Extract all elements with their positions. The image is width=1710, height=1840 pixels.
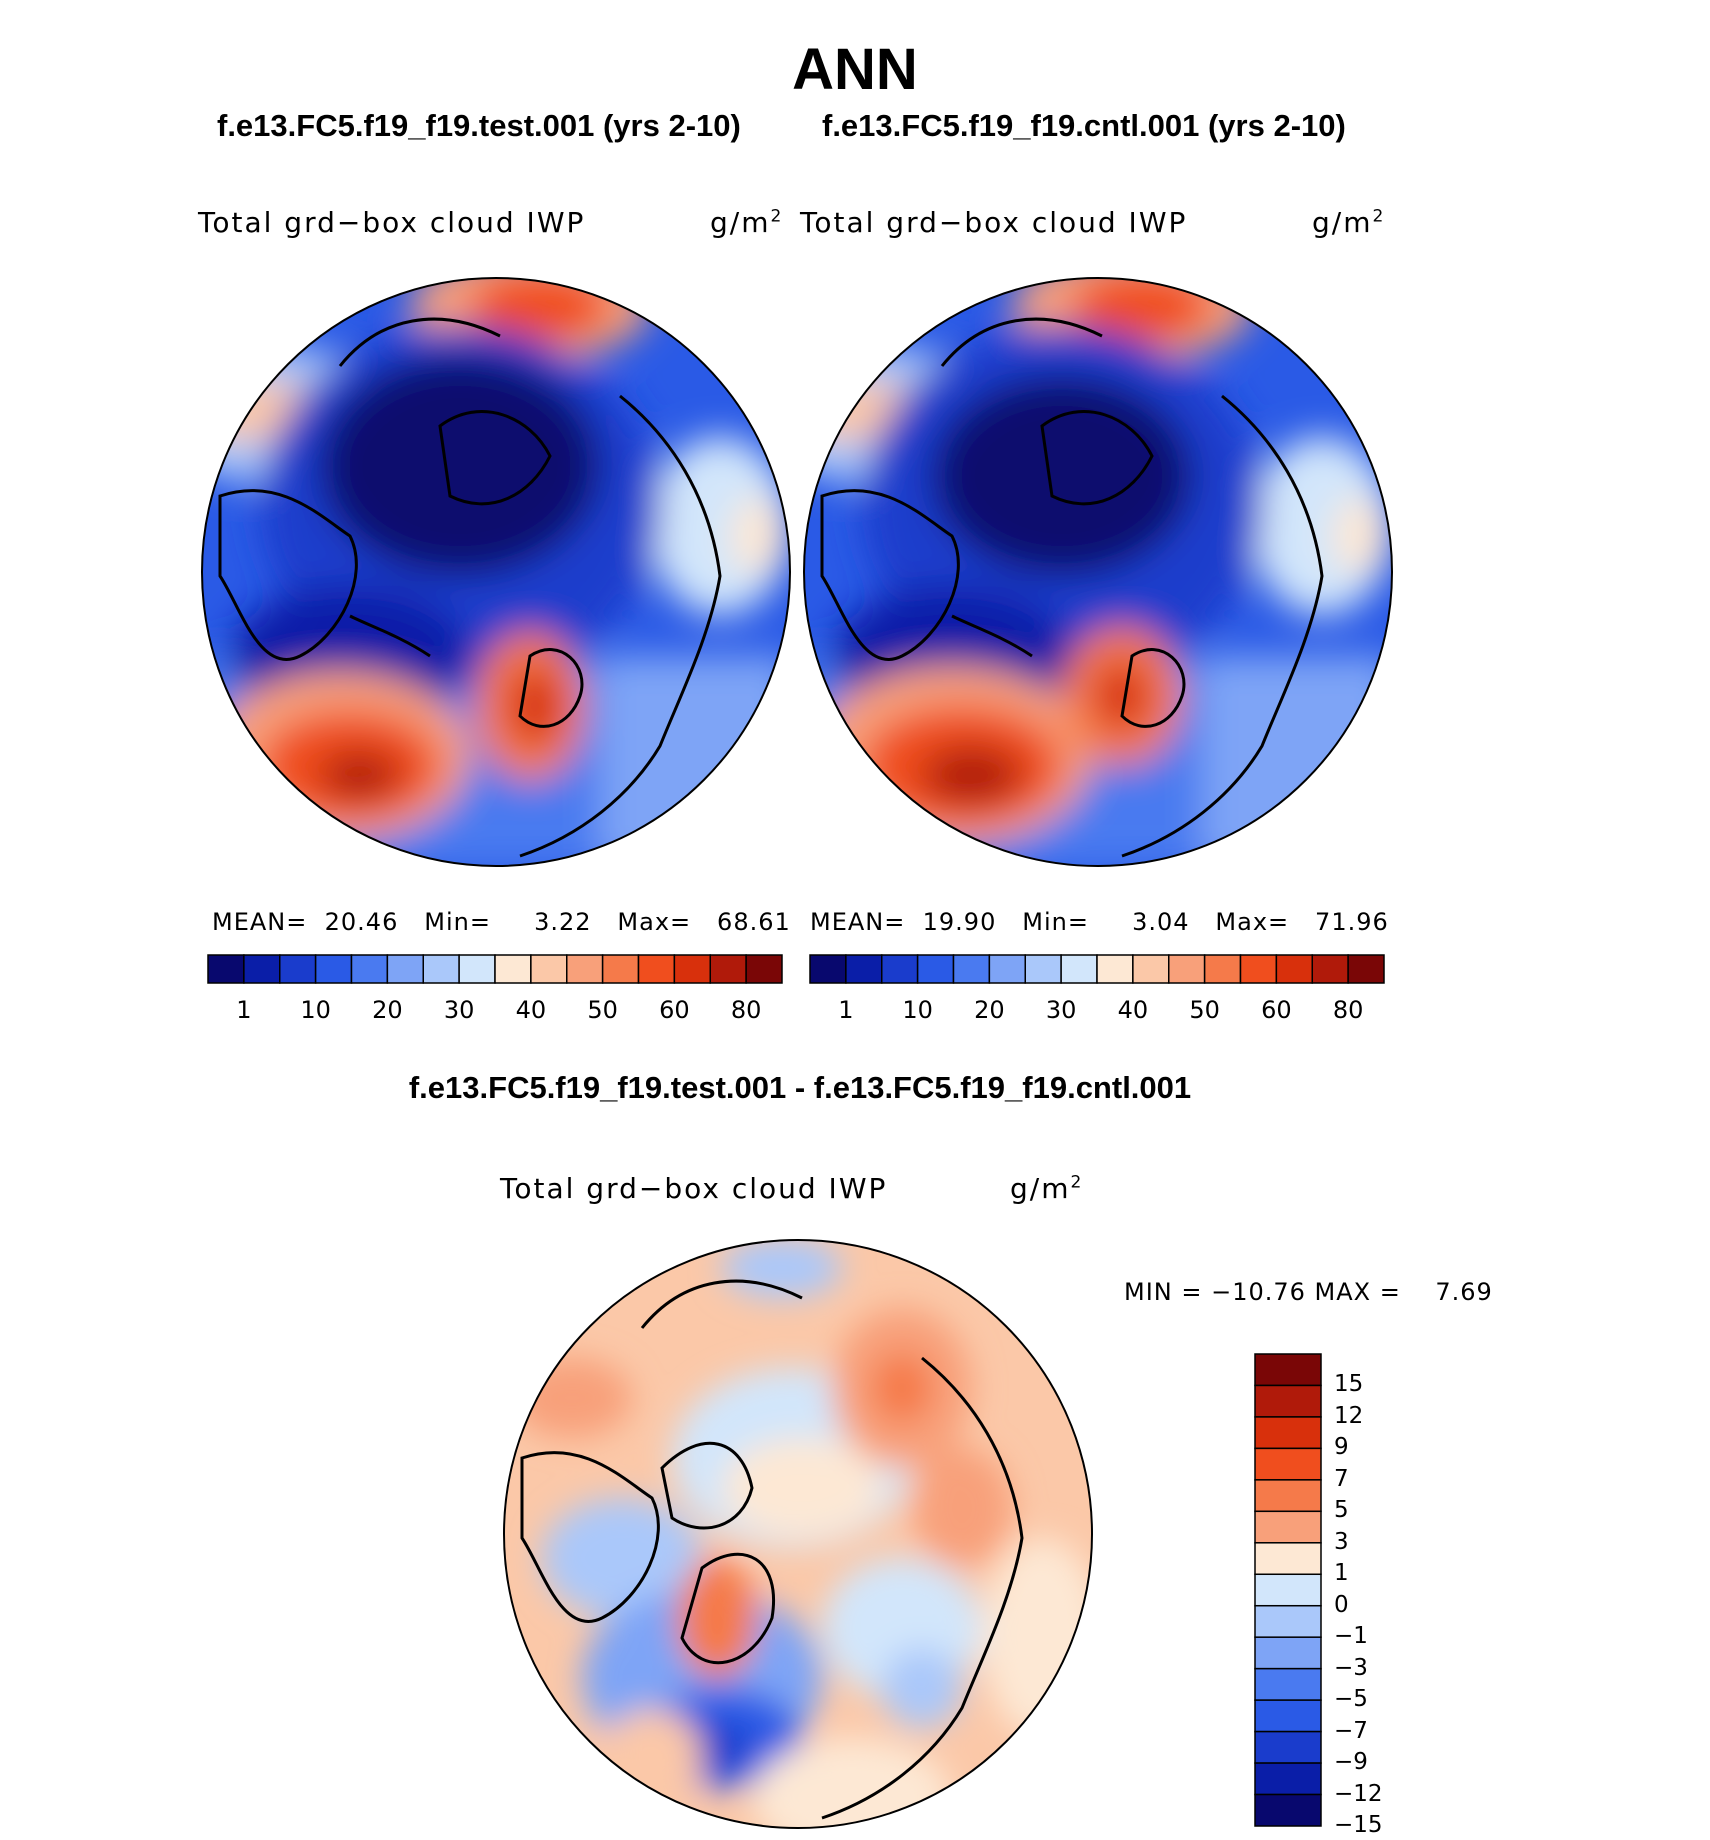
difference-colorbar-tick-label: 1 [1334, 1560, 1349, 1587]
control-colorbar-tick-label: 50 [1189, 996, 1220, 1024]
difference-colorbar-swatch [1254, 1447, 1322, 1481]
difference-colorbar-tick-label: −15 [1334, 1812, 1383, 1838]
difference-colorbar-tick-label: 5 [1334, 1497, 1349, 1524]
difference-colorbar-tick-label: 12 [1334, 1402, 1364, 1429]
test-variable-label: Total grd−box cloud IWP [198, 206, 586, 239]
control-colorbar-swatch [1347, 954, 1385, 984]
test-colorbar-swatch [673, 954, 711, 984]
difference-colorbar-tick-label: −12 [1334, 1780, 1383, 1807]
difference-colorbar-tick-label: 3 [1334, 1528, 1349, 1555]
test-colorbar-swatch [386, 954, 424, 984]
test-colorbar-tick-label: 10 [300, 996, 331, 1024]
test-colorbar-swatch [422, 954, 460, 984]
difference-colorbar-tick-label: 0 [1334, 1591, 1349, 1618]
control-colorbar-tick-label: 60 [1261, 996, 1292, 1024]
difference-colorbar-tick-label: −3 [1334, 1654, 1368, 1681]
control-colorbar-tick-label: 10 [902, 996, 933, 1024]
control-colorbar-swatch [988, 954, 1026, 984]
test-colorbar-swatch [494, 954, 532, 984]
difference-colorbar-swatch [1254, 1353, 1322, 1387]
test-colorbar-swatch [530, 954, 568, 984]
difference-colorbar-tick-label: −5 [1334, 1686, 1368, 1713]
difference-colorbar-swatch [1254, 1699, 1322, 1733]
control-units-label: g/m2 [1312, 206, 1386, 239]
difference-colorbar-swatch [1254, 1416, 1322, 1450]
difference-colorbar-swatch [1254, 1793, 1322, 1827]
control-colorbar-swatch [1203, 954, 1242, 984]
control-colorbar-swatch [881, 954, 919, 984]
control-colorbar-swatch [1024, 954, 1062, 984]
control-colorbar-swatch [1132, 954, 1170, 984]
test-colorbar-swatch [566, 954, 604, 984]
test-colorbar-swatch [207, 954, 245, 984]
control-colorbar-tick-label: 30 [1045, 996, 1077, 1024]
test-colorbar-swatch [279, 954, 317, 984]
control-colorbar-swatch [1060, 954, 1098, 984]
test-colorbar-tick-label: 40 [515, 996, 547, 1024]
control-colorbar-swatch [845, 954, 883, 984]
difference-polar-map [503, 1239, 1093, 1829]
control-colorbar-swatch [1239, 954, 1278, 984]
difference-variable-label: Total grd−box cloud IWP [500, 1172, 888, 1205]
control-case-title: f.e13.FC5.f19_f19.cntl.001 (yrs 2-10) [822, 108, 1346, 143]
control-colorbar-tick-label: 20 [974, 996, 1005, 1024]
test-colorbar-tick-label: 50 [587, 996, 618, 1024]
test-colorbar-swatch [243, 954, 281, 984]
test-colorbar-tick-label: 1 [236, 996, 252, 1024]
difference-colorbar-swatch [1254, 1636, 1322, 1670]
difference-colorbar-tick-label: 7 [1334, 1465, 1349, 1492]
difference-case-title: f.e13.FC5.f19_f19.test.001 - f.e13.FC5.f… [408, 1070, 1192, 1105]
control-colorbar-tick-label: 40 [1117, 996, 1149, 1024]
test-colorbar-swatch [601, 954, 640, 984]
control-colorbar-swatch [952, 954, 991, 984]
control-colorbar-swatch [1275, 954, 1313, 984]
control-colorbar-swatch [1096, 954, 1134, 984]
difference-colorbar-swatch [1254, 1667, 1322, 1701]
control-colorbar-tick-label: 1 [838, 996, 854, 1024]
test-colorbar-swatch [458, 954, 496, 984]
difference-colorbar-tick-label: −9 [1334, 1749, 1368, 1776]
test-colorbar-swatch [637, 954, 676, 984]
test-colorbar-tick-label: 20 [372, 996, 403, 1024]
test-colorbar-tick-label: 30 [443, 996, 475, 1024]
difference-colorbar-swatch [1254, 1762, 1322, 1796]
difference-colorbar-swatch [1254, 1384, 1322, 1418]
difference-colorbar [1254, 1353, 1322, 1827]
control-stats: MEAN= 19.90 Min= 3.04 Max= 71.96 [810, 908, 1389, 936]
control-colorbar-tick-label: 80 [1332, 996, 1364, 1024]
difference-colorbar-tick-label: −1 [1334, 1623, 1368, 1650]
difference-units-label: g/m2 [1010, 1172, 1084, 1205]
difference-colorbar-swatch [1254, 1573, 1322, 1607]
control-polar-map [803, 277, 1393, 867]
test-polar-map [201, 277, 791, 867]
test-colorbar-swatch [709, 954, 747, 984]
figure-title: ANN [792, 37, 918, 102]
difference-colorbar-swatch [1254, 1510, 1322, 1544]
control-colorbar-swatch [1311, 954, 1349, 984]
test-colorbar [207, 954, 783, 984]
test-colorbar-tick-label: 60 [659, 996, 690, 1024]
control-colorbar [809, 954, 1385, 984]
control-colorbar-swatch [1168, 954, 1206, 984]
test-colorbar-tick-label: 80 [730, 996, 762, 1024]
test-colorbar-swatch [745, 954, 783, 984]
difference-colorbar-swatch [1254, 1479, 1322, 1513]
difference-colorbar-swatch [1254, 1604, 1322, 1638]
difference-minmax: MIN = −10.76 MAX = 7.69 [1124, 1278, 1493, 1306]
difference-colorbar-swatch [1254, 1730, 1322, 1764]
difference-colorbar-tick-label: 15 [1334, 1371, 1364, 1398]
test-stats: MEAN= 20.46 Min= 3.22 Max= 68.61 [212, 908, 791, 936]
difference-colorbar-tick-label: −7 [1334, 1717, 1368, 1744]
test-units-label: g/m2 [710, 206, 784, 239]
control-colorbar-swatch [809, 954, 847, 984]
control-variable-label: Total grd−box cloud IWP [800, 206, 1188, 239]
test-colorbar-swatch [314, 954, 353, 984]
difference-colorbar-swatch [1254, 1542, 1322, 1576]
control-colorbar-swatch [916, 954, 955, 984]
test-case-title: f.e13.FC5.f19_f19.test.001 (yrs 2-10) [217, 108, 741, 143]
difference-colorbar-tick-label: 9 [1334, 1434, 1349, 1461]
test-colorbar-swatch [350, 954, 389, 984]
